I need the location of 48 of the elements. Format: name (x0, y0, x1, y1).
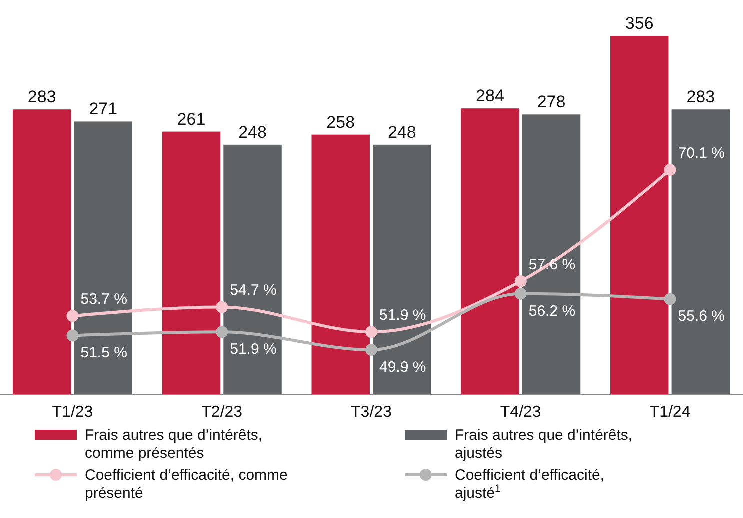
point (366, 344, 378, 356)
point (66, 310, 79, 322)
point (664, 293, 676, 306)
data-label: 70.1 % (678, 145, 725, 162)
data-label: 258 (326, 112, 356, 132)
point (216, 326, 228, 338)
bar (522, 114, 581, 395)
data-label: 55.6 % (678, 308, 725, 326)
data-label: 248 (238, 122, 267, 142)
data-label: 271 (89, 100, 118, 119)
data-label: 283 (686, 88, 716, 107)
data-label: 51.9 % (230, 341, 277, 358)
data-label: 54.7 % (230, 282, 277, 300)
point (66, 330, 79, 342)
x-tick-label: T1/23 (52, 404, 94, 421)
bar (224, 144, 282, 395)
x-tick-label: T2/23 (202, 404, 243, 421)
point (514, 275, 527, 288)
point (514, 288, 527, 300)
bar (672, 110, 730, 395)
legend-label: Coefficient d’efficacité, comme présenté (85, 467, 288, 502)
point (664, 164, 676, 176)
legend-label: Frais autres que d’intérêts, comme présentés (85, 427, 263, 462)
point (216, 301, 228, 314)
data-label: 283 (28, 88, 56, 107)
data-label: 261 (177, 110, 206, 129)
data-label: 356 (625, 14, 654, 33)
bar (162, 132, 221, 395)
legend-label: Coefficient d’efficacité, ajusté$^{1}$ (455, 467, 605, 502)
data-label: 51.5 % (80, 344, 128, 362)
x-tick-label: T3/23 (351, 404, 392, 421)
x-tick-label: T4/23 (500, 404, 542, 421)
bar (461, 108, 520, 395)
data-label: 51.9 % (380, 307, 426, 324)
data-label: 248 (388, 122, 416, 142)
data-label: 278 (537, 92, 566, 112)
data-label: 56.2 % (528, 302, 576, 320)
bar (312, 134, 370, 395)
data-label: 284 (476, 86, 504, 106)
bar (12, 110, 72, 395)
data-label: 49.9 % (380, 359, 426, 376)
point (366, 326, 378, 338)
data-label: 53.7 % (80, 291, 128, 308)
legend-label: Frais autres que d’intérêts, ajustés (455, 427, 633, 462)
bar (373, 144, 432, 395)
bar (610, 36, 669, 395)
x-tick-label: T1/24 (650, 404, 691, 421)
bar (74, 122, 132, 395)
